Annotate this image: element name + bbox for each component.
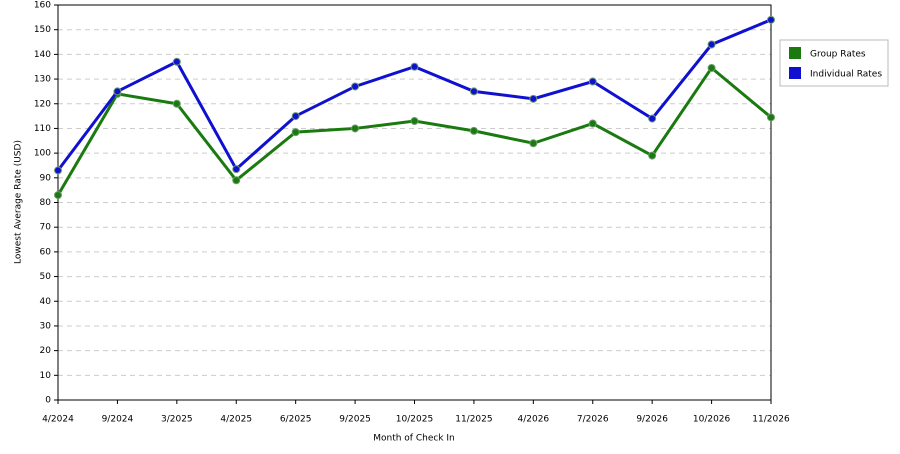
y-tick-label: 0 [45, 396, 51, 406]
data-point [707, 40, 716, 49]
x-tick-label: 10/2025 [396, 415, 433, 425]
y-tick-label: 10 [40, 371, 52, 381]
y-tick-label: 30 [40, 321, 52, 331]
x-tick-label: 6/2025 [280, 415, 312, 425]
data-point [588, 119, 597, 128]
data-point [648, 151, 657, 160]
data-point [767, 113, 775, 122]
y-tick-label: 40 [40, 297, 52, 307]
legend-label: Individual Rates [810, 70, 882, 80]
data-point [172, 99, 181, 108]
y-tick-label: 70 [40, 223, 52, 233]
y-tick-label: 120 [34, 99, 51, 109]
y-axis-label: Lowest Average Rate (USD) [14, 140, 24, 264]
x-tick-label: 4/2025 [220, 415, 252, 425]
data-point [529, 139, 538, 148]
data-point [232, 176, 241, 185]
data-point [54, 166, 62, 175]
legend-swatch [789, 47, 801, 59]
x-tick-label: 4/2024 [42, 415, 74, 425]
x-tick-label: 9/2026 [636, 415, 668, 425]
data-point [410, 62, 419, 71]
x-tick-label: 3/2025 [161, 415, 193, 425]
data-point [172, 57, 181, 66]
y-tick-label: 140 [34, 50, 51, 60]
x-tick-label: 11/2025 [455, 415, 492, 425]
data-point [648, 114, 657, 123]
y-tick-label: 110 [34, 124, 51, 134]
x-tick-label: 9/2025 [339, 415, 371, 425]
y-tick-label: 150 [34, 25, 51, 35]
data-point [767, 15, 775, 24]
data-point [232, 165, 241, 174]
y-tick-label: 90 [40, 173, 52, 183]
legend-label: Group Rates [810, 50, 866, 60]
data-point [410, 117, 419, 126]
data-point [351, 124, 360, 133]
data-point [469, 126, 478, 135]
y-tick-label: 80 [40, 198, 52, 208]
x-tick-label: 9/2024 [102, 415, 134, 425]
x-tick-label: 7/2026 [577, 415, 609, 425]
y-tick-label: 60 [40, 247, 52, 257]
y-tick-label: 20 [40, 346, 52, 356]
y-tick-label: 160 [34, 1, 51, 11]
data-point [54, 191, 62, 200]
data-point [291, 112, 300, 121]
data-point [529, 94, 538, 103]
x-axis-label: Month of Check In [373, 434, 455, 444]
y-tick-label: 50 [40, 272, 52, 282]
x-tick-label: 10/2026 [693, 415, 731, 425]
data-point [113, 87, 122, 96]
data-point [469, 87, 478, 96]
legend-swatch [789, 67, 801, 79]
data-point [351, 82, 360, 91]
y-tick-label: 100 [34, 149, 51, 159]
series-line [56, 65, 772, 196]
x-tick-label: 11/2026 [752, 415, 790, 425]
series-line [56, 18, 772, 172]
data-point [588, 77, 597, 86]
data-point [707, 63, 716, 72]
y-tick-label: 130 [34, 75, 51, 85]
x-tick-label: 4/2026 [517, 415, 549, 425]
data-point [291, 128, 300, 137]
